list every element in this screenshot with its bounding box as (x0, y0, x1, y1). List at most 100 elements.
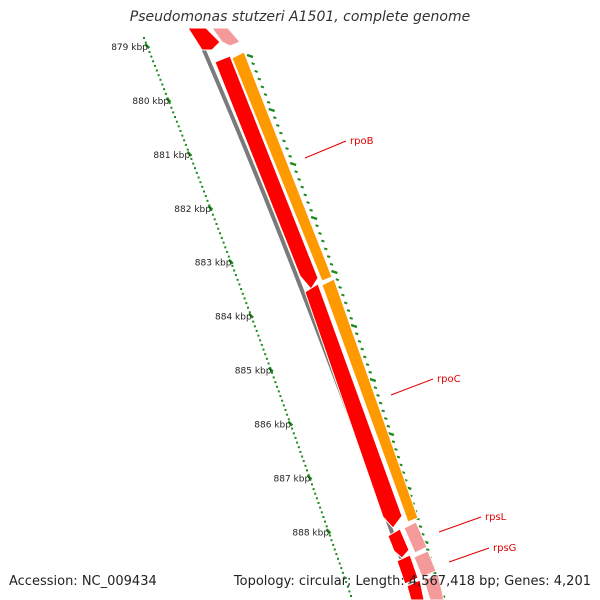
minor-tick (311, 483, 313, 486)
minor-tick (240, 288, 243, 291)
track-tick (300, 185, 305, 189)
gene-light-rpsl (403, 521, 428, 554)
track-tick (421, 532, 425, 536)
track-tick (326, 255, 331, 259)
track-tick (294, 170, 298, 174)
minor-tick (252, 320, 255, 323)
track-tick (432, 571, 437, 575)
minor-tick (245, 302, 248, 305)
track-tick (318, 231, 322, 235)
minor-tick (328, 534, 331, 537)
minor-tick (286, 413, 289, 416)
minor-tick (177, 125, 180, 128)
ruler-label: 883 kbp (195, 259, 232, 269)
minor-tick (267, 362, 270, 365)
minor-tick (215, 223, 218, 225)
track-tick (383, 417, 388, 421)
minor-tick (174, 116, 176, 118)
minor-tick (238, 283, 241, 286)
minor-tick (337, 557, 339, 560)
minor-tick (320, 511, 323, 514)
minor-tick (219, 232, 221, 235)
track-tick (346, 309, 351, 313)
minor-tick (348, 590, 351, 593)
minor-tick (330, 539, 333, 542)
ruler-label: 888 kbp (292, 528, 329, 538)
track-tick (369, 377, 377, 383)
track-tick (378, 401, 383, 405)
minor-tick (282, 404, 285, 407)
rpoc-leader-line (390, 378, 434, 396)
ruler-label: 882 kbp (174, 205, 211, 215)
minor-tick (144, 41, 147, 44)
gene-label-rpsg: rpsG (493, 543, 516, 554)
map-title: Pseudomonas stutzeri A1501, complete gen… (129, 9, 471, 25)
track-tick (303, 193, 308, 197)
minor-tick (170, 106, 173, 109)
minor-tick (222, 241, 225, 244)
minor-tick (172, 111, 175, 114)
minor-tick (143, 37, 145, 39)
track-tick (254, 69, 259, 73)
minor-tick (236, 278, 239, 281)
track-tick (331, 269, 338, 275)
minor-tick (159, 78, 162, 81)
track-tick (386, 424, 391, 428)
track-tick (418, 525, 423, 529)
minor-tick (248, 311, 251, 314)
minor-tick (155, 69, 158, 72)
minor-tick (287, 418, 290, 421)
minor-tick (338, 562, 341, 565)
minor-tick (168, 102, 171, 105)
track-tick (335, 278, 340, 282)
minor-tick (302, 460, 305, 463)
minor-tick (241, 292, 244, 295)
gene-arrow-rpoc (304, 283, 403, 529)
minor-tick (199, 181, 202, 184)
minor-tick (346, 585, 349, 588)
track-tick (362, 355, 367, 359)
track-tick (306, 201, 310, 205)
minor-tick (194, 167, 196, 170)
track-tick (282, 139, 286, 143)
minor-tick (350, 595, 352, 597)
track-tick (266, 100, 271, 104)
minor-tick (276, 385, 279, 388)
track-tick (391, 440, 396, 444)
minor-tick (335, 553, 338, 556)
minor-tick (265, 357, 268, 360)
minor-tick (262, 348, 265, 351)
major-tick (325, 528, 332, 535)
gene-arrow-rpob (214, 55, 319, 290)
gene-arrow-partial (187, 27, 221, 51)
track-tick (263, 93, 268, 97)
track-tick (288, 154, 292, 158)
minor-tick (272, 376, 275, 379)
minor-tick (197, 176, 200, 179)
minor-tick (333, 548, 336, 551)
minor-tick (324, 520, 326, 523)
track-tick (399, 463, 403, 467)
minor-tick (157, 74, 160, 77)
track-tick (396, 455, 401, 459)
track-tick (289, 161, 297, 167)
minor-tick (319, 506, 322, 509)
track-tick (310, 215, 318, 221)
major-tick (287, 420, 294, 427)
minor-tick (150, 55, 153, 58)
track-tick (321, 239, 325, 243)
minor-tick (279, 395, 282, 398)
minor-tick (341, 571, 344, 574)
track-tick (354, 332, 359, 336)
minor-tick (274, 381, 277, 384)
minor-tick (294, 436, 297, 439)
minor-tick (292, 432, 295, 435)
ruler-label: 881 kbp (153, 151, 190, 161)
track-tick (394, 447, 398, 451)
major-tick (248, 312, 254, 319)
rpsg-leader-line (448, 547, 490, 563)
minor-tick (161, 83, 164, 86)
minor-tick (181, 134, 184, 137)
major-tick (186, 151, 193, 157)
